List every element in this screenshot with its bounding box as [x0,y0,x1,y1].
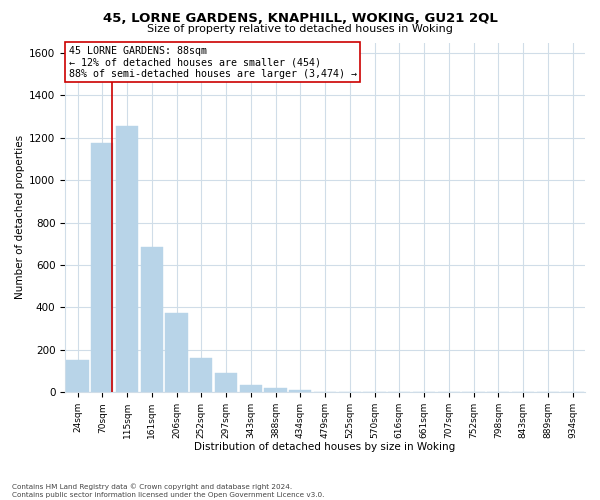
Bar [190,358,212,392]
Bar [215,373,237,392]
Bar [116,126,138,392]
X-axis label: Distribution of detached houses by size in Woking: Distribution of detached houses by size … [194,442,455,452]
Text: 45, LORNE GARDENS, KNAPHILL, WOKING, GU21 2QL: 45, LORNE GARDENS, KNAPHILL, WOKING, GU2… [103,12,497,26]
Text: Size of property relative to detached houses in Woking: Size of property relative to detached ho… [147,24,453,34]
Bar [67,360,89,392]
Bar [265,388,287,392]
Bar [239,385,262,392]
Text: Contains HM Land Registry data © Crown copyright and database right 2024.
Contai: Contains HM Land Registry data © Crown c… [12,484,325,498]
Bar [140,247,163,392]
Y-axis label: Number of detached properties: Number of detached properties [15,136,25,300]
Bar [289,390,311,392]
Text: 45 LORNE GARDENS: 88sqm
← 12% of detached houses are smaller (454)
88% of semi-d: 45 LORNE GARDENS: 88sqm ← 12% of detache… [69,46,357,79]
Bar [166,313,188,392]
Bar [91,143,113,392]
